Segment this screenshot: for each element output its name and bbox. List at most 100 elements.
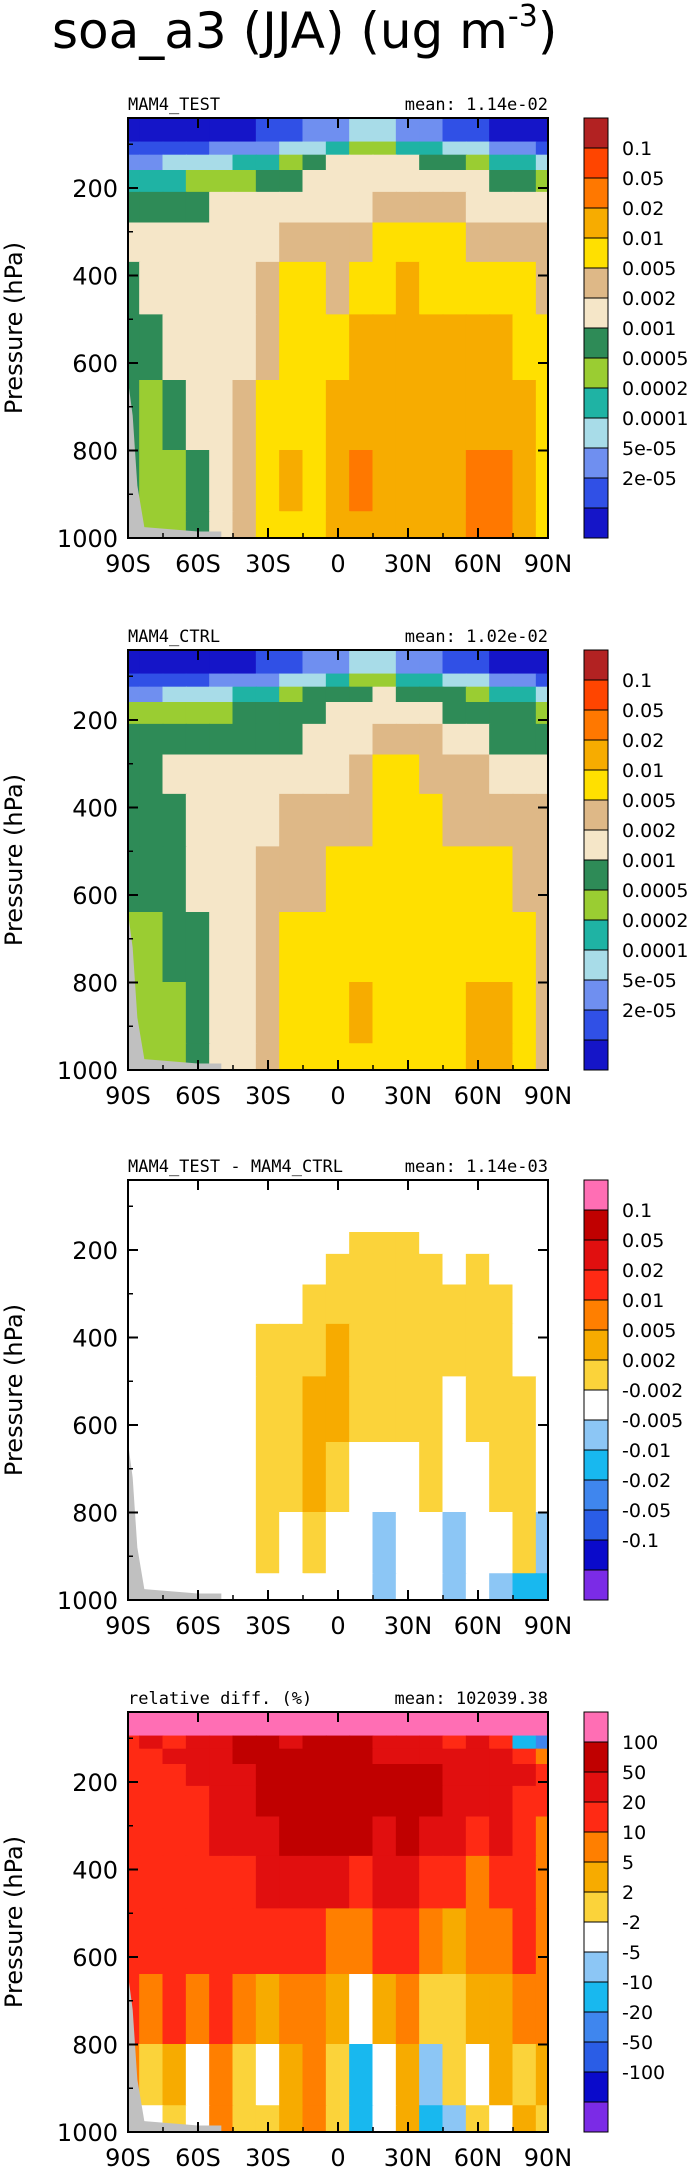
contour-cell	[162, 1253, 187, 1286]
contour-cell	[419, 380, 444, 451]
contour-cell	[442, 450, 467, 513]
contour-cell	[255, 982, 281, 1045]
contour-cell	[255, 1512, 281, 1575]
colorbar-label: -2	[622, 1912, 641, 1934]
contour-cell	[255, 1974, 281, 2045]
topography-mask	[128, 1974, 222, 2132]
contour-cell	[139, 222, 164, 263]
contour-cell	[232, 1712, 257, 1737]
colorbar-swatch	[583, 1831, 609, 1863]
contour-cell	[325, 1735, 351, 1750]
contour-cell	[395, 793, 421, 848]
colorbar-swatch	[583, 1891, 609, 1923]
contour-cell	[232, 450, 257, 513]
contour-cell	[232, 1735, 257, 1750]
contour-cell	[372, 191, 397, 224]
figure-title-close: )	[538, 2, 558, 60]
colorbar-swatch	[583, 949, 609, 981]
colorbar-label: 0.0005	[622, 348, 688, 370]
contour-cell	[162, 1816, 187, 1857]
x-tick-label: 30S	[245, 2144, 291, 2172]
contour-cell	[232, 1748, 257, 1765]
contour-cell	[209, 380, 234, 451]
contour-cell	[512, 118, 537, 143]
contour-cell	[128, 1764, 141, 1787]
contour-cell	[349, 982, 374, 1045]
contour-cell	[325, 1512, 351, 1575]
colorbar-swatch	[583, 357, 609, 389]
contour-cell	[419, 1908, 444, 1975]
colorbar-label: -10	[622, 1972, 653, 1994]
colorbar-label: 5e-05	[622, 970, 677, 992]
contour-cell	[162, 982, 187, 1045]
contour-cell	[419, 1855, 444, 1910]
contour-cell	[255, 1816, 281, 1857]
contour-cell	[512, 450, 537, 513]
contour-cell	[232, 1512, 257, 1575]
y-axis-label: Pressure (hPa)	[0, 1304, 28, 1476]
contour-cell	[442, 511, 467, 538]
contour-cell	[442, 1043, 467, 1070]
contour-cell	[465, 1203, 491, 1218]
contour-cell	[442, 1573, 467, 1600]
contour-cell	[162, 723, 187, 756]
colorbar-label: 0.0001	[622, 940, 688, 962]
colorbar-label: 10	[622, 1822, 646, 1844]
contour-cell	[465, 1748, 491, 1765]
colorbar-label: 0.002	[622, 820, 676, 842]
x-tick-label: 0	[330, 2144, 345, 2172]
contour-cell	[372, 1764, 397, 1787]
contour-cell	[442, 1284, 467, 1325]
colorbar-swatch	[583, 1921, 609, 1953]
contour-cell	[139, 673, 164, 688]
contour-cell	[512, 1512, 537, 1575]
contour-cell	[535, 380, 548, 451]
contour-cell	[185, 450, 211, 513]
contour-cell	[302, 1323, 327, 1378]
contour-cell	[139, 141, 164, 156]
contour-cell	[512, 754, 537, 795]
contour-cell	[442, 702, 467, 725]
colorbar-label: 0.01	[622, 1290, 664, 1312]
contour-cell	[512, 1180, 537, 1205]
contour-cell	[185, 314, 211, 381]
contour-cell	[349, 702, 374, 725]
contour-cell	[302, 723, 327, 756]
contour-cell	[232, 1203, 257, 1218]
contour-cell	[349, 2105, 374, 2132]
contour-cell	[255, 1908, 281, 1975]
colorbar-swatch	[583, 1329, 609, 1361]
contour-cell	[232, 1764, 257, 1787]
x-tick-label: 30N	[384, 1612, 433, 1640]
panel-mean: mean: 102039.38	[394, 1689, 548, 1709]
colorbar-swatch	[583, 979, 609, 1011]
contour-cell	[395, 1735, 421, 1750]
contour-cell	[442, 1735, 467, 1750]
contour-cell	[279, 723, 304, 756]
contour-cell	[325, 1203, 351, 1218]
contour-cell	[279, 2044, 304, 2107]
contour-cell	[512, 222, 537, 263]
contour-cell	[209, 1232, 234, 1255]
contour-cell	[512, 1203, 537, 1218]
contour-cell	[302, 314, 327, 381]
contour-cell	[535, 1376, 548, 1443]
contour-cell	[372, 754, 397, 795]
contour-cell	[442, 1712, 467, 1737]
contour-cell	[395, 1232, 421, 1255]
contour-cell	[162, 1974, 187, 2045]
colorbar-label: 0.0005	[622, 880, 688, 902]
contour-cell	[185, 222, 211, 263]
contour-cell	[302, 673, 327, 688]
colorbar-label: 2	[622, 1882, 634, 1904]
contour-cell	[512, 1043, 537, 1070]
contour-field	[128, 118, 548, 538]
x-tick-label: 30S	[245, 1612, 291, 1640]
x-tick-label: 60N	[454, 2144, 503, 2172]
panel-mean: mean: 1.14e-02	[405, 95, 548, 115]
contour-cell	[395, 1203, 421, 1218]
contour-cell	[395, 1284, 421, 1325]
contour-cell	[535, 1573, 548, 1600]
contour-cell	[442, 222, 467, 263]
contour-cell	[325, 1748, 351, 1765]
